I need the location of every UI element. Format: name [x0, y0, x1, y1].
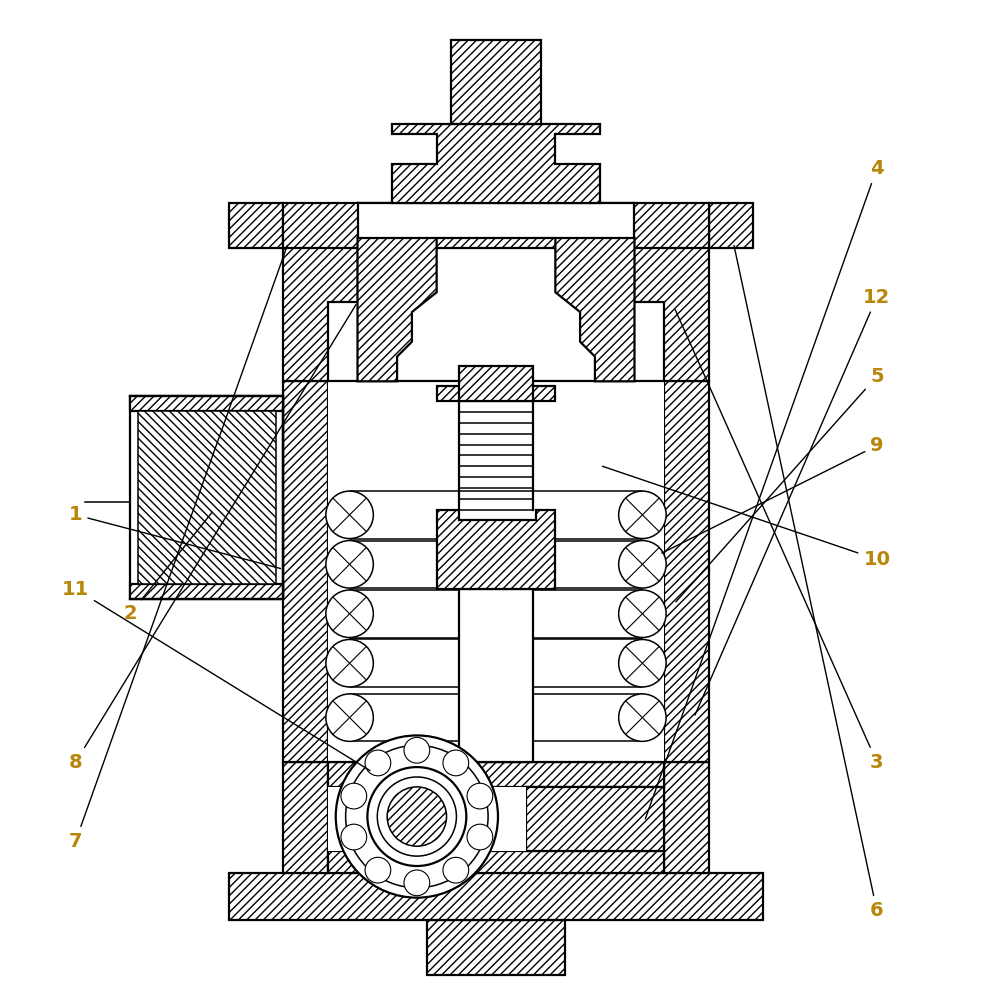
Text: 9: 9: [662, 436, 884, 553]
Circle shape: [443, 750, 468, 776]
Bar: [327, 787, 526, 851]
Polygon shape: [397, 238, 595, 381]
Circle shape: [404, 737, 430, 763]
Circle shape: [365, 857, 391, 883]
Bar: [427, 920, 565, 975]
Circle shape: [377, 777, 456, 856]
Polygon shape: [284, 238, 357, 381]
Polygon shape: [327, 851, 665, 873]
Circle shape: [341, 783, 367, 809]
Circle shape: [341, 824, 367, 850]
Circle shape: [619, 541, 667, 588]
Circle shape: [365, 750, 391, 776]
Text: 10: 10: [602, 466, 891, 569]
Circle shape: [619, 590, 667, 638]
Circle shape: [467, 783, 493, 809]
Bar: [459, 366, 533, 401]
Bar: [327, 381, 665, 762]
Circle shape: [443, 857, 468, 883]
Bar: [130, 584, 284, 599]
Polygon shape: [392, 124, 600, 203]
Polygon shape: [229, 203, 284, 248]
Polygon shape: [635, 238, 708, 381]
Bar: [130, 396, 284, 411]
Polygon shape: [284, 381, 327, 762]
Text: 12: 12: [695, 288, 891, 715]
Circle shape: [345, 745, 488, 888]
Circle shape: [404, 870, 430, 896]
Text: 7: 7: [68, 245, 288, 851]
Text: 3: 3: [676, 310, 884, 772]
Polygon shape: [526, 787, 665, 851]
Circle shape: [325, 639, 373, 687]
Text: 5: 5: [676, 367, 884, 602]
Circle shape: [619, 639, 667, 687]
Polygon shape: [436, 510, 556, 589]
Circle shape: [325, 694, 373, 741]
Bar: [349, 541, 643, 588]
Circle shape: [367, 767, 466, 866]
Polygon shape: [665, 381, 708, 762]
Bar: [229, 873, 763, 920]
Circle shape: [619, 491, 667, 539]
Circle shape: [325, 541, 373, 588]
Bar: [349, 639, 643, 687]
Text: 4: 4: [646, 159, 884, 819]
Bar: [357, 203, 635, 238]
Polygon shape: [357, 238, 436, 381]
Polygon shape: [327, 762, 665, 787]
Polygon shape: [284, 203, 708, 248]
Text: 6: 6: [734, 246, 884, 920]
Polygon shape: [556, 238, 635, 381]
Bar: [130, 396, 284, 599]
Bar: [459, 589, 533, 762]
Bar: [349, 590, 643, 638]
Text: 1: 1: [68, 505, 281, 569]
Text: 2: 2: [123, 512, 212, 623]
Bar: [349, 694, 643, 741]
Bar: [436, 386, 556, 401]
Circle shape: [387, 787, 446, 846]
Circle shape: [325, 590, 373, 638]
Text: 11: 11: [62, 580, 370, 771]
Circle shape: [325, 491, 373, 539]
Circle shape: [335, 735, 498, 898]
Polygon shape: [708, 203, 753, 248]
Bar: [349, 491, 643, 539]
Bar: [451, 40, 541, 124]
Text: 8: 8: [68, 305, 356, 772]
Polygon shape: [284, 762, 327, 873]
Polygon shape: [138, 411, 277, 584]
Circle shape: [467, 824, 493, 850]
Circle shape: [619, 694, 667, 741]
Polygon shape: [665, 762, 708, 873]
